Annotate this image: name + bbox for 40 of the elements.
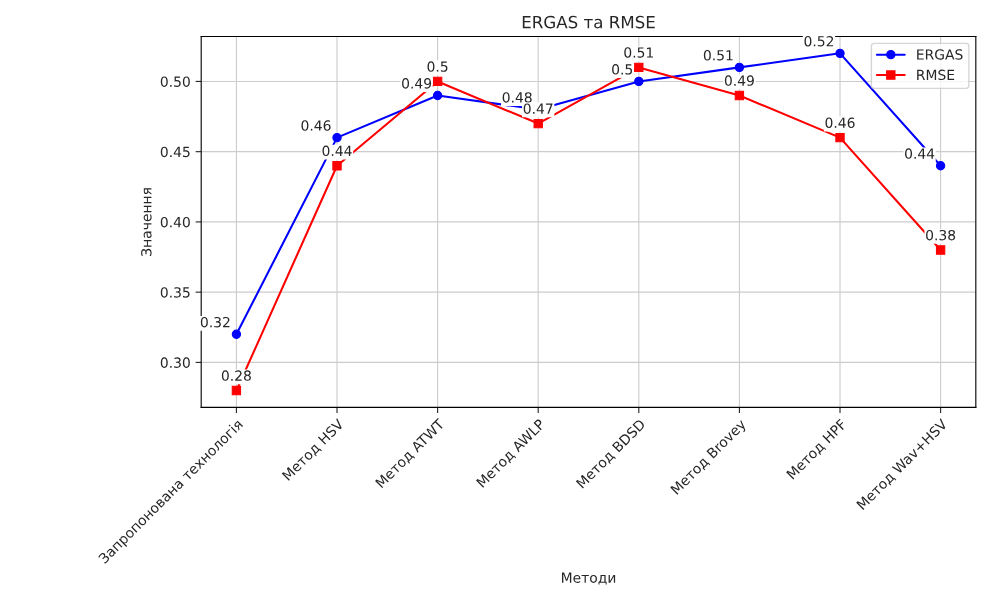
data-label: 0.46 (825, 117, 855, 128)
point (533, 118, 543, 129)
data-label: 0.32 (200, 316, 230, 328)
data-label: 0.5 (612, 64, 633, 75)
point (734, 62, 745, 73)
data-label: 0.48 (502, 92, 532, 103)
point (332, 161, 342, 171)
point (231, 385, 242, 396)
y-tick-label: 0.40 (160, 216, 190, 228)
point (432, 90, 443, 101)
point (835, 48, 845, 59)
data-label: 0.46 (301, 120, 331, 131)
data-label: 0.28 (221, 370, 251, 381)
chart-title: ERGAS та RMSE (522, 15, 655, 29)
point (634, 62, 644, 73)
data-label: 0.51 (703, 50, 733, 61)
point (734, 90, 745, 101)
data-label: 0.44 (905, 148, 935, 159)
y-tick-label: 0.30 (160, 357, 190, 368)
y-tick-label: 0.45 (160, 146, 190, 158)
x-axis-title: Методи (562, 572, 616, 585)
legend-label: ERGAS (917, 49, 963, 60)
data-label: 0.49 (402, 78, 432, 89)
y-axis-title: Значення (141, 188, 152, 256)
point (332, 132, 342, 143)
data-label: 0.49 (724, 75, 754, 86)
point (935, 161, 946, 171)
y-tick-label: 0.35 (160, 287, 190, 298)
data-label: 0.52 (804, 35, 834, 47)
point (231, 329, 242, 339)
data-label: 0.51 (624, 47, 653, 58)
point (432, 76, 443, 87)
point (835, 132, 845, 143)
data-label: 0.5 (427, 61, 448, 72)
data-label: 0.44 (322, 145, 352, 157)
point (935, 245, 946, 255)
data-label: 0.38 (926, 229, 956, 241)
legend-label: RMSE (917, 69, 955, 81)
point (634, 76, 644, 87)
y-tick-label: 0.50 (160, 76, 190, 87)
